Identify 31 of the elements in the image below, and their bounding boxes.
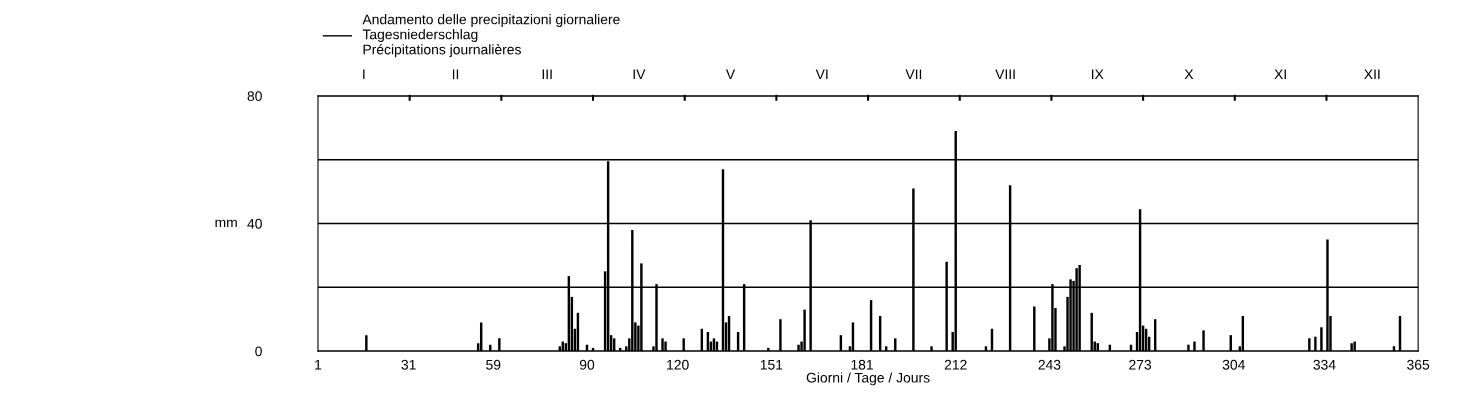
x-tick-label: 59 [486,359,501,370]
text: II [452,69,459,80]
x-tick-label: 120 [667,359,689,370]
x-axis-title: Giorni / Tage / Jours [806,372,930,386]
text: VII [905,69,922,80]
x-tick-label: 212 [944,359,967,370]
x-tick-label: 1 [315,359,322,370]
x-tick-label: 151 [760,359,783,370]
text: XI [1274,69,1286,80]
x-tick-label: 243 [1038,359,1061,370]
x-tick-label: 31 [401,359,416,370]
x-tick-label: 181 [851,359,873,370]
text: IX [1091,69,1104,80]
text: VIII [995,69,1015,80]
x-tick-label: 273 [1129,359,1152,370]
y-tick-label: 40 [247,218,262,229]
y-tick-label: 0 [255,346,262,357]
y-axis-title: mm [215,219,237,228]
y-tick-label: 80 [247,91,262,102]
text: IV [633,69,646,80]
text: XII [1364,69,1380,80]
legend-label: Andamento delle precipitazioni giornaliere Tagesniederschlag Précipitations journalières [362,14,620,58]
text: III [542,69,552,80]
x-tick-label: 304 [1222,359,1245,370]
text: X [1184,69,1194,80]
x-tick-label: 365 [1407,359,1430,370]
text: I [363,69,365,80]
x-tick-label: 90 [579,359,595,370]
text: V [725,69,736,80]
text: VI [815,69,828,80]
x-tick-label: 334 [1313,359,1336,370]
